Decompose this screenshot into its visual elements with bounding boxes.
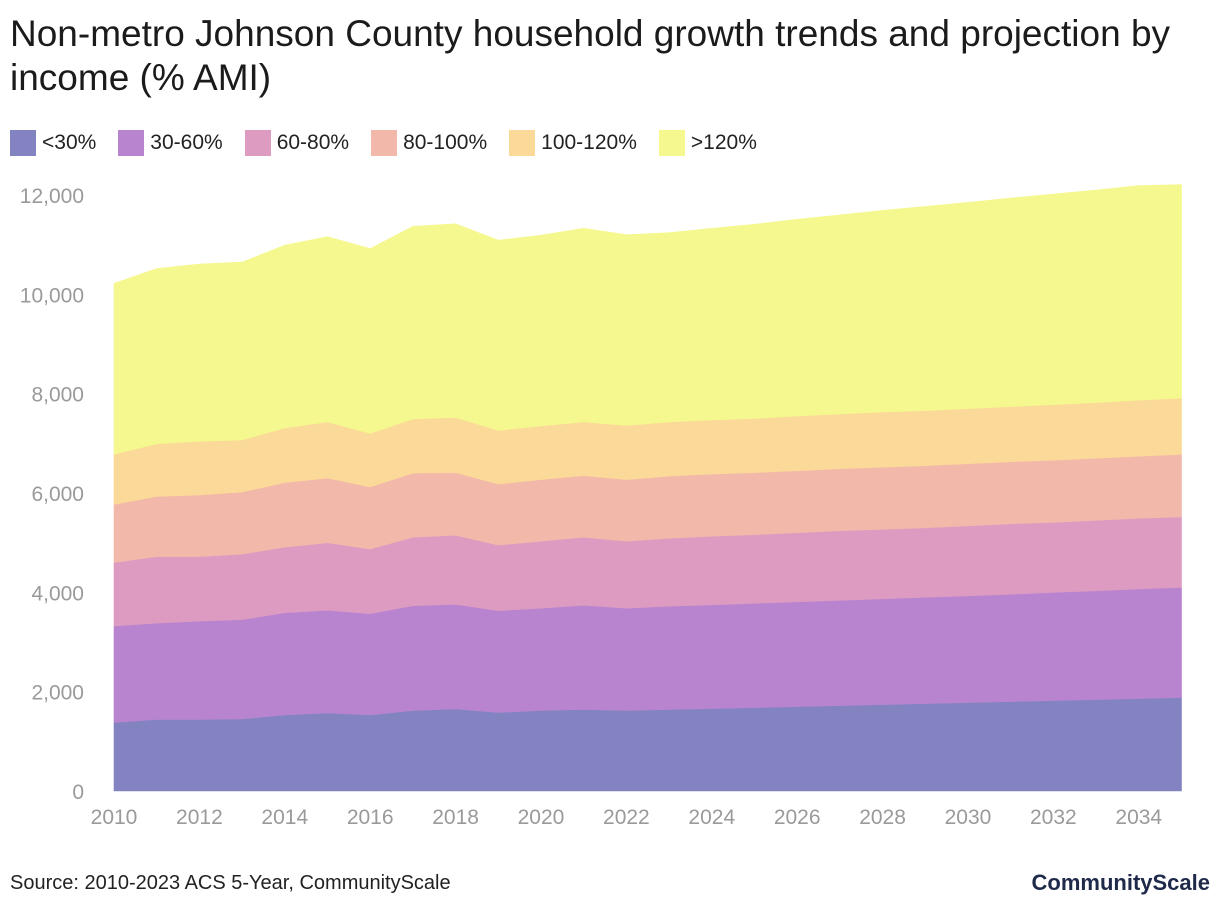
legend-swatch [10,130,36,156]
legend-label: 30-60% [150,131,223,154]
x-tick-label: 2018 [432,806,479,829]
source-note: Source: 2010-2023 ACS 5-Year, CommunityS… [10,872,451,894]
legend-item-30-60[interactable]: 30-60% [118,130,223,156]
x-tick-label: 2026 [774,806,821,829]
x-tick-label: 2010 [91,806,138,829]
x-tick-label: 2022 [603,806,650,829]
x-tick-label: 2032 [1030,806,1077,829]
y-tick-label: 0 [72,781,84,804]
y-tick-label: 6,000 [31,483,84,506]
legend-label: <30% [42,131,97,154]
legend-item-gt120[interactable]: >120% [658,130,757,156]
legend-item-100-120[interactable]: 100-120% [509,130,637,156]
y-tick-label: 12,000 [20,185,84,208]
legend-item-60-80[interactable]: 60-80% [244,130,350,156]
legend-label: 100-120% [541,131,637,154]
x-tick-label: 2030 [945,806,992,829]
y-tick-label: 8,000 [31,384,84,407]
x-tick-label: 2014 [261,806,308,829]
x-tick-label: 2024 [688,806,735,829]
chart-title: Non-metro Johnson County household growt… [10,13,1171,98]
legend-swatch [509,130,536,156]
legend-swatch [244,130,271,156]
legend-label: 80-100% [403,131,488,154]
legend-swatch [371,130,398,156]
x-tick-label: 2016 [347,806,394,829]
x-tick-label: 2034 [1115,806,1162,829]
y-axis: 0 2,000 4,000 6,000 8,000 10,000 12,000 [20,185,84,804]
legend-label: 60-80% [276,131,350,154]
y-tick-label: 2,000 [31,682,84,705]
area-layers [113,184,1182,792]
legend-swatch [658,130,685,156]
y-tick-label: 4,000 [31,582,84,605]
y-tick-label: 10,000 [20,284,84,307]
x-tick-label: 2020 [518,806,565,829]
brand-logo[interactable]: CommunityScale [1031,870,1211,895]
legend-item-lt30[interactable]: <30% [10,130,96,156]
x-axis: 2010 2012 2014 2016 2018 2020 2022 2024 2026 2028… [91,806,1163,829]
x-tick-label: 2012 [176,806,223,829]
legend-swatch [118,130,145,156]
chart-legend: <30% 30-60% 60-80% 80-100% 100-120% >120… [10,128,779,158]
legend-item-80-100[interactable]: 80-100% [371,130,487,156]
area-series-5[interactable] [113,184,1182,455]
legend-label: >120% [690,131,757,154]
x-tick-label: 2028 [859,806,906,829]
